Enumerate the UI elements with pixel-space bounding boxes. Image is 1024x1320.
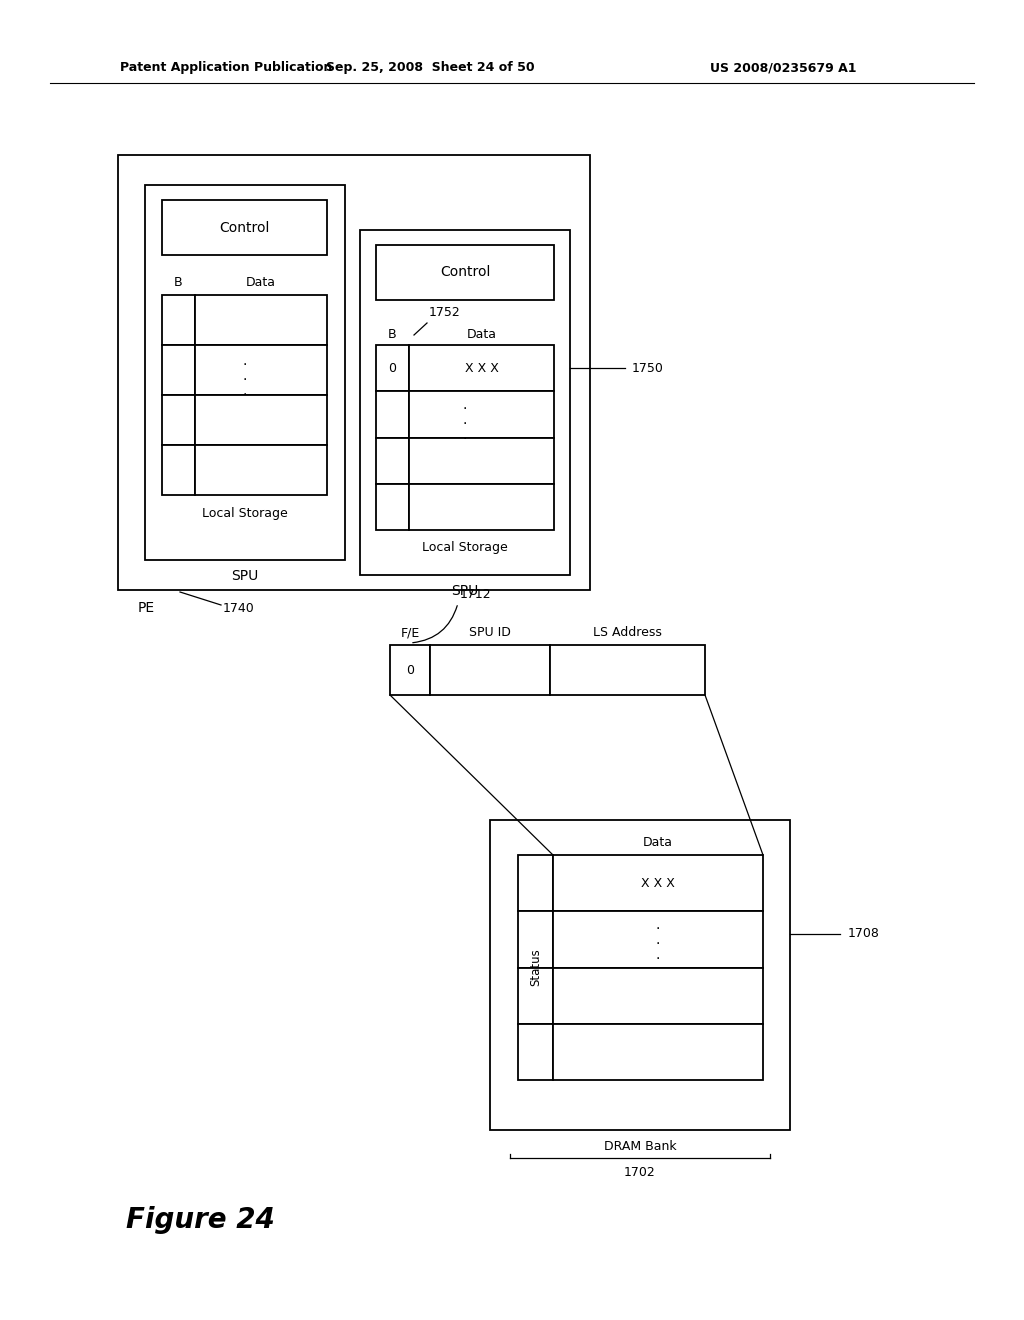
FancyArrowPatch shape bbox=[413, 606, 458, 643]
Bar bbox=[390, 645, 430, 696]
Text: SPU ID: SPU ID bbox=[469, 627, 511, 639]
Text: Control: Control bbox=[440, 265, 490, 280]
Bar bbox=[195, 345, 327, 395]
Text: ⋅: ⋅ bbox=[463, 417, 467, 432]
Bar bbox=[518, 911, 553, 968]
Text: SPU: SPU bbox=[452, 583, 478, 598]
Bar bbox=[550, 645, 705, 696]
Bar bbox=[409, 391, 554, 437]
Text: LS Address: LS Address bbox=[593, 627, 662, 639]
Text: B: B bbox=[388, 329, 397, 342]
Bar bbox=[409, 437, 554, 483]
Text: Local Storage: Local Storage bbox=[422, 541, 508, 554]
Bar bbox=[430, 645, 550, 696]
Bar bbox=[376, 391, 409, 437]
Text: Data: Data bbox=[643, 837, 673, 850]
Text: B: B bbox=[174, 276, 183, 289]
Text: DRAM Bank: DRAM Bank bbox=[604, 1139, 676, 1152]
Bar bbox=[490, 820, 790, 1130]
Bar bbox=[162, 294, 195, 345]
Text: F/E: F/E bbox=[400, 627, 420, 639]
Bar bbox=[162, 201, 327, 255]
Text: Control: Control bbox=[219, 220, 269, 235]
Bar bbox=[195, 445, 327, 495]
Text: 0: 0 bbox=[388, 362, 396, 375]
Bar bbox=[518, 1024, 553, 1080]
Text: Status: Status bbox=[529, 949, 542, 986]
Text: 0: 0 bbox=[406, 664, 414, 676]
Bar bbox=[553, 968, 763, 1024]
Bar bbox=[376, 483, 409, 531]
Bar bbox=[195, 395, 327, 445]
Bar bbox=[145, 185, 345, 560]
Bar bbox=[376, 246, 554, 300]
Text: ⋅: ⋅ bbox=[463, 403, 467, 416]
Text: Patent Application Publication: Patent Application Publication bbox=[120, 62, 333, 74]
Bar bbox=[162, 345, 195, 395]
Text: 1750: 1750 bbox=[632, 362, 664, 375]
Bar bbox=[553, 1024, 763, 1080]
Bar bbox=[118, 154, 590, 590]
Bar bbox=[553, 855, 763, 911]
Text: SPU: SPU bbox=[231, 569, 259, 583]
Bar bbox=[360, 230, 570, 576]
Bar bbox=[518, 855, 553, 911]
Text: 1712: 1712 bbox=[460, 589, 492, 602]
Bar bbox=[162, 395, 195, 445]
Text: 1702: 1702 bbox=[624, 1167, 656, 1180]
Text: Figure 24: Figure 24 bbox=[126, 1206, 274, 1234]
Text: Sep. 25, 2008  Sheet 24 of 50: Sep. 25, 2008 Sheet 24 of 50 bbox=[326, 62, 535, 74]
Bar bbox=[376, 437, 409, 483]
Text: X X X: X X X bbox=[465, 362, 499, 375]
Text: X X X: X X X bbox=[641, 876, 675, 890]
Text: ⋅: ⋅ bbox=[243, 388, 247, 403]
Text: Data: Data bbox=[467, 329, 497, 342]
Text: ⋅: ⋅ bbox=[243, 358, 247, 372]
Text: ⋅: ⋅ bbox=[655, 923, 660, 936]
Text: ⋅: ⋅ bbox=[655, 937, 660, 952]
Bar bbox=[376, 345, 409, 391]
Text: ⋅: ⋅ bbox=[655, 952, 660, 966]
Bar bbox=[409, 483, 554, 531]
Bar bbox=[162, 445, 195, 495]
Text: 1740: 1740 bbox=[223, 602, 255, 615]
Text: US 2008/0235679 A1: US 2008/0235679 A1 bbox=[710, 62, 856, 74]
Text: ⋅: ⋅ bbox=[463, 433, 467, 446]
Text: Local Storage: Local Storage bbox=[202, 507, 288, 520]
Bar bbox=[553, 911, 763, 968]
Text: 1708: 1708 bbox=[848, 927, 880, 940]
Bar bbox=[195, 294, 327, 345]
Text: 1752: 1752 bbox=[429, 306, 461, 319]
Text: ⋅: ⋅ bbox=[243, 374, 247, 387]
Text: Data: Data bbox=[246, 276, 276, 289]
Bar bbox=[409, 345, 554, 391]
Bar bbox=[518, 968, 553, 1024]
Text: PE: PE bbox=[138, 601, 155, 615]
